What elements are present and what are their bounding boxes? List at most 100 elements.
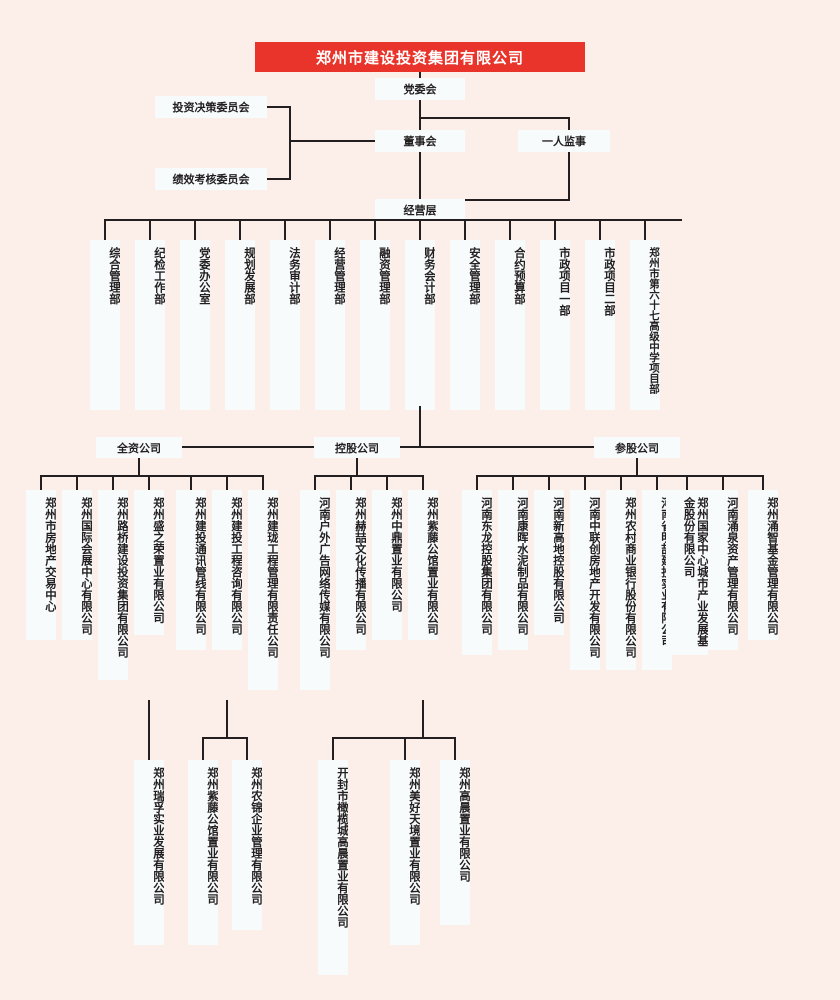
- connector-committee-spine: [289, 106, 291, 180]
- department-box-12: 郑州市第六十七高级中学项目部: [630, 240, 660, 410]
- company-box-holding-2: 郑州中鼎置业有限公司: [372, 490, 402, 640]
- company-stub-equity_participation-6: [686, 475, 688, 490]
- department-box-9: 合约预算部: [495, 240, 525, 410]
- company-box-wholly_owned-3: 郑州盛之荣置业有限公司: [134, 490, 164, 635]
- department-stub-3: [239, 219, 241, 240]
- connector-committee-bottom: [267, 178, 291, 180]
- company-stub-holding-2: [386, 475, 388, 490]
- department-box-10: 市政项目一部: [540, 240, 570, 410]
- department-stub-5: [329, 219, 331, 240]
- department-stub-10: [554, 219, 556, 240]
- connector-party-down: [419, 100, 421, 118]
- subsidiary-box-5: 郑州高晨置业有限公司: [440, 760, 470, 925]
- department-stub-7: [419, 219, 421, 240]
- department-stub-4: [284, 219, 286, 240]
- company-box-equity_participation-6: 郑州国家中心城市产业发展基金股份有限公司: [666, 490, 708, 655]
- company-box-wholly_owned-0: 郑州市房地产交易中心: [26, 490, 56, 640]
- company-stub-equity_participation-2: [548, 475, 550, 490]
- company-box-equity_participation-0: 河南东龙控股集团有限公司: [462, 490, 492, 655]
- company-box-equity_participation-8: 郑州涌智基金管理有限公司: [748, 490, 778, 640]
- subsidiary-box-3: 开封市橄榄城高晨置业有限公司: [318, 760, 348, 975]
- connector-board-to-management: [419, 152, 421, 200]
- connector-supervisor-bottom-bar: [419, 199, 570, 201]
- department-box-2: 党委办公室: [180, 240, 210, 410]
- company-box-wholly_owned-4: 郑州建投通讯管线有限公司: [176, 490, 206, 650]
- company-stub-holding-0: [314, 475, 316, 490]
- company-stub-wholly_owned-3: [148, 475, 150, 490]
- subsidiary-box-2: 郑州农锦企业管理有限公司: [232, 760, 262, 930]
- connector-to-supervisor: [568, 117, 570, 200]
- company-box-wholly_owned-2: 郑州路桥建设投资集团有限公司: [98, 490, 128, 680]
- group-stub-bottom-holding: [356, 458, 358, 476]
- subsidiary-connector-c-4: [404, 737, 406, 760]
- supervisor-box: 一人监事: [518, 130, 610, 152]
- company-box-wholly_owned-5: 郑州建投工程咨询有限公司: [212, 490, 242, 650]
- department-box-3: 规划发展部: [225, 240, 255, 410]
- department-stub-9: [509, 219, 511, 240]
- group-stub-bottom-equity_participation: [636, 458, 638, 476]
- group-header-wholly_owned: 全资公司: [96, 437, 182, 458]
- board-of-directors-box: 董事会: [375, 130, 465, 152]
- company-stub-equity_participation-4: [620, 475, 622, 490]
- company-box-wholly_owned-1: 郑州国际会展中心有限公司: [62, 490, 92, 640]
- company-stub-equity_participation-1: [512, 475, 514, 490]
- connector-committee-to-board: [289, 140, 375, 142]
- department-stub-6: [374, 219, 376, 240]
- performance-review-committee-box: 绩效考核委员会: [155, 168, 267, 190]
- department-box-11: 市政项目二部: [585, 240, 615, 410]
- company-stub-wholly_owned-2: [112, 475, 114, 490]
- subsidiary-connector-a: [148, 700, 150, 760]
- group-header-holding: 控股公司: [314, 437, 400, 458]
- company-box-holding-0: 河南户外广告网络传媒有限公司: [300, 490, 330, 690]
- department-box-1: 纪检工作部: [135, 240, 165, 410]
- department-stub-8: [464, 219, 466, 240]
- subsidiary-box-0: 郑州瑞孚实业发展有限公司: [134, 760, 164, 945]
- company-stub-wholly_owned-1: [76, 475, 78, 490]
- company-stub-wholly_owned-4: [190, 475, 192, 490]
- subsidiary-connector-c-bar: [333, 737, 455, 739]
- department-stub-2: [194, 219, 196, 240]
- subsidiary-box-1: 郑州紫藤公馆置业有限公司: [188, 760, 218, 945]
- company-box-wholly_owned-6: 郑州建珑工程管理有限责任公司: [248, 490, 278, 690]
- party-committee-box: 党委会: [375, 78, 465, 100]
- department-box-6: 融资管理部: [360, 240, 390, 410]
- department-box-0: 综合管理部: [90, 240, 120, 410]
- investment-decision-committee-box: 投资决策委员会: [155, 96, 267, 118]
- subsidiary-connector-c-3: [332, 737, 334, 760]
- company-stub-equity_participation-5: [656, 475, 658, 490]
- subsidiary-connector-c-drop: [422, 700, 424, 738]
- subsidiary-connector-b-2: [246, 737, 248, 760]
- department-box-5: 经营管理部: [315, 240, 345, 410]
- subsidiary-connector-c-5: [454, 737, 456, 760]
- department-stub-0: [104, 219, 106, 240]
- company-box-equity_participation-2: 河南新高地控股有限公司: [534, 490, 564, 635]
- department-stub-1: [149, 219, 151, 240]
- connector-spine-to-groups: [419, 406, 421, 447]
- department-bus: [104, 219, 682, 221]
- connector-committee-top: [267, 106, 291, 108]
- company-stub-holding-1: [350, 475, 352, 490]
- company-box-equity_participation-7: 河南涌泉资产管理有限公司: [708, 490, 738, 650]
- company-stub-wholly_owned-6: [262, 475, 264, 490]
- connector-party-to-board: [419, 117, 421, 132]
- root-company-title: 郑州市建设投资集团有限公司: [255, 42, 585, 72]
- company-box-equity_participation-4: 郑州农村商业银行股份有限公司: [606, 490, 636, 670]
- department-box-4: 法务审计部: [270, 240, 300, 410]
- department-box-8: 安全管理部: [450, 240, 480, 410]
- management-layer-box: 经营层: [375, 199, 465, 221]
- group-header-equity_participation: 参股公司: [594, 437, 680, 458]
- company-box-equity_participation-1: 河南康晖水泥制品有限公司: [498, 490, 528, 650]
- company-stub-equity_participation-3: [584, 475, 586, 490]
- company-box-holding-3: 郑州紫藤公馆置业有限公司: [408, 490, 438, 640]
- company-box-equity_participation-3: 河南中联创房地产开发有限公司: [570, 490, 600, 670]
- company-stub-wholly_owned-0: [40, 475, 42, 490]
- department-stub-11: [599, 219, 601, 240]
- company-bus-holding: [315, 475, 423, 477]
- department-stub-12: [644, 219, 646, 240]
- group-stub-bottom-wholly_owned: [138, 458, 140, 476]
- company-stub-equity_participation-8: [762, 475, 764, 490]
- subsidiary-connector-b-bar: [203, 737, 247, 739]
- company-stub-wholly_owned-5: [226, 475, 228, 490]
- company-stub-holding-3: [422, 475, 424, 490]
